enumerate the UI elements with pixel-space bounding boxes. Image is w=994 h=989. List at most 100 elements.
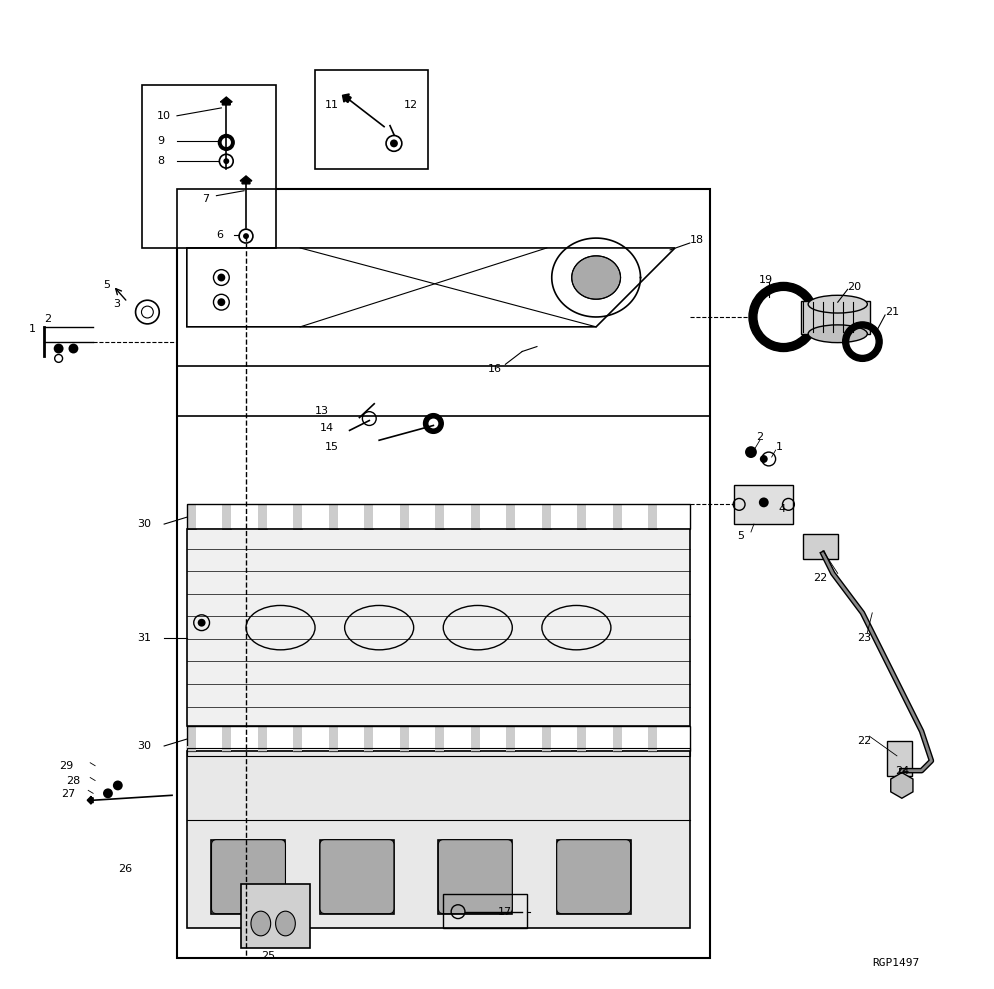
Circle shape (428, 418, 438, 428)
FancyBboxPatch shape (320, 840, 394, 914)
Circle shape (759, 455, 767, 463)
Text: 19: 19 (758, 275, 772, 285)
Polygon shape (542, 746, 551, 753)
Ellipse shape (807, 296, 867, 314)
Polygon shape (577, 726, 585, 751)
Bar (142, 85, 275, 248)
Polygon shape (293, 746, 302, 753)
Polygon shape (293, 504, 302, 529)
Polygon shape (577, 504, 585, 529)
Text: 5: 5 (103, 281, 110, 291)
Bar (734, 485, 792, 524)
Text: 12: 12 (404, 100, 417, 110)
Text: 31: 31 (137, 633, 151, 643)
Text: 13: 13 (315, 405, 329, 415)
Circle shape (218, 274, 225, 282)
Circle shape (218, 135, 234, 150)
Polygon shape (506, 746, 515, 753)
Polygon shape (293, 726, 302, 751)
Polygon shape (187, 726, 196, 751)
Text: 25: 25 (260, 951, 274, 961)
Circle shape (758, 497, 768, 507)
Ellipse shape (807, 324, 867, 342)
Bar (187, 726, 689, 751)
Polygon shape (187, 504, 196, 529)
Text: 1: 1 (29, 323, 36, 334)
Bar (315, 70, 428, 169)
Bar (187, 748, 689, 756)
FancyBboxPatch shape (556, 840, 630, 914)
FancyArrow shape (220, 97, 232, 105)
Circle shape (423, 413, 442, 433)
Polygon shape (435, 726, 443, 751)
Circle shape (69, 343, 79, 353)
Polygon shape (612, 726, 621, 751)
Text: 30: 30 (137, 519, 151, 529)
FancyBboxPatch shape (212, 840, 285, 914)
Bar (177, 189, 709, 366)
Circle shape (198, 619, 206, 627)
Bar (187, 751, 689, 929)
Text: 1: 1 (775, 442, 782, 452)
Polygon shape (577, 746, 585, 753)
Bar (800, 302, 870, 333)
Circle shape (54, 343, 64, 353)
FancyBboxPatch shape (438, 840, 512, 914)
Circle shape (745, 446, 756, 458)
Text: RGP1497: RGP1497 (872, 958, 918, 968)
Text: 5: 5 (737, 531, 744, 541)
Polygon shape (400, 504, 409, 529)
Bar (212, 840, 285, 914)
Text: 9: 9 (157, 136, 164, 146)
Polygon shape (612, 504, 621, 529)
Polygon shape (329, 726, 337, 751)
Circle shape (390, 139, 398, 147)
Polygon shape (435, 746, 443, 753)
Bar (177, 189, 709, 958)
Text: 29: 29 (60, 761, 74, 770)
Bar (187, 529, 689, 726)
FancyArrow shape (87, 796, 93, 804)
Text: 7: 7 (202, 194, 209, 204)
Polygon shape (470, 504, 479, 529)
Text: 27: 27 (62, 789, 76, 799)
Polygon shape (257, 746, 266, 753)
Polygon shape (542, 726, 551, 751)
Bar (438, 840, 512, 914)
Polygon shape (435, 504, 443, 529)
Circle shape (243, 233, 248, 239)
Polygon shape (400, 726, 409, 751)
Bar (241, 884, 310, 948)
Circle shape (223, 158, 229, 164)
Polygon shape (222, 726, 231, 751)
Polygon shape (506, 726, 515, 751)
Circle shape (222, 138, 230, 146)
Bar (442, 894, 527, 929)
Polygon shape (400, 746, 409, 753)
Bar (177, 415, 709, 958)
Polygon shape (648, 726, 657, 751)
Polygon shape (222, 504, 231, 529)
FancyArrow shape (240, 176, 251, 184)
Polygon shape (329, 746, 337, 753)
Text: 15: 15 (325, 442, 339, 452)
Text: 18: 18 (689, 235, 703, 245)
Polygon shape (470, 746, 479, 753)
Polygon shape (542, 504, 551, 529)
Polygon shape (364, 746, 373, 753)
Polygon shape (648, 504, 657, 529)
Circle shape (218, 299, 225, 307)
Text: 26: 26 (117, 864, 132, 874)
Text: 11: 11 (325, 100, 339, 110)
Polygon shape (648, 746, 657, 753)
Text: 2: 2 (755, 432, 762, 442)
Polygon shape (612, 746, 621, 753)
Bar (320, 840, 394, 914)
Text: 10: 10 (157, 111, 171, 121)
Polygon shape (222, 746, 231, 753)
Text: 22: 22 (857, 736, 871, 746)
Text: 28: 28 (67, 775, 81, 785)
Text: 3: 3 (112, 299, 119, 310)
Polygon shape (506, 504, 515, 529)
Polygon shape (329, 504, 337, 529)
